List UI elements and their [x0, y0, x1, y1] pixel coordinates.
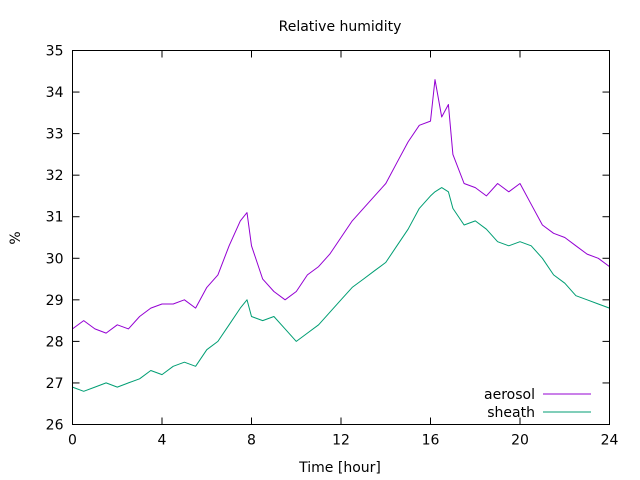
plot-frame — [72, 50, 610, 425]
y-tick-label: 26 — [46, 418, 64, 434]
x-tick-label: 12 — [332, 433, 350, 449]
x-tick-label: 0 — [68, 433, 77, 449]
x-tick-label: 8 — [247, 433, 256, 449]
x-tick-label: 4 — [158, 433, 167, 449]
y-tick-label: 28 — [46, 334, 64, 350]
x-tick-label: 20 — [511, 433, 529, 449]
y-tick-label: 30 — [46, 251, 64, 267]
y-tick-label: 34 — [46, 85, 64, 101]
plot-series — [72, 79, 610, 392]
chart-title: Relative humidity — [279, 19, 402, 35]
y-tick-label: 35 — [46, 44, 64, 60]
y-tick-label: 32 — [46, 168, 64, 184]
x-axis-label: Time [hour] — [298, 460, 381, 476]
x-tick-label: 24 — [601, 433, 619, 449]
legend-label-aerosol: aerosol — [484, 387, 535, 403]
y-tick-label: 29 — [46, 293, 64, 309]
y-tick-label: 31 — [46, 210, 64, 226]
y-axis-label: % — [8, 231, 24, 244]
x-tick-label: 16 — [422, 433, 440, 449]
series-line-aerosol — [72, 79, 610, 334]
series-line-sheath — [72, 187, 610, 392]
legend-label-sheath: sheath — [487, 405, 535, 421]
legend: aerosol sheath — [484, 387, 591, 421]
y-tick-label: 27 — [46, 376, 64, 392]
y-tick-label: 33 — [46, 127, 64, 143]
